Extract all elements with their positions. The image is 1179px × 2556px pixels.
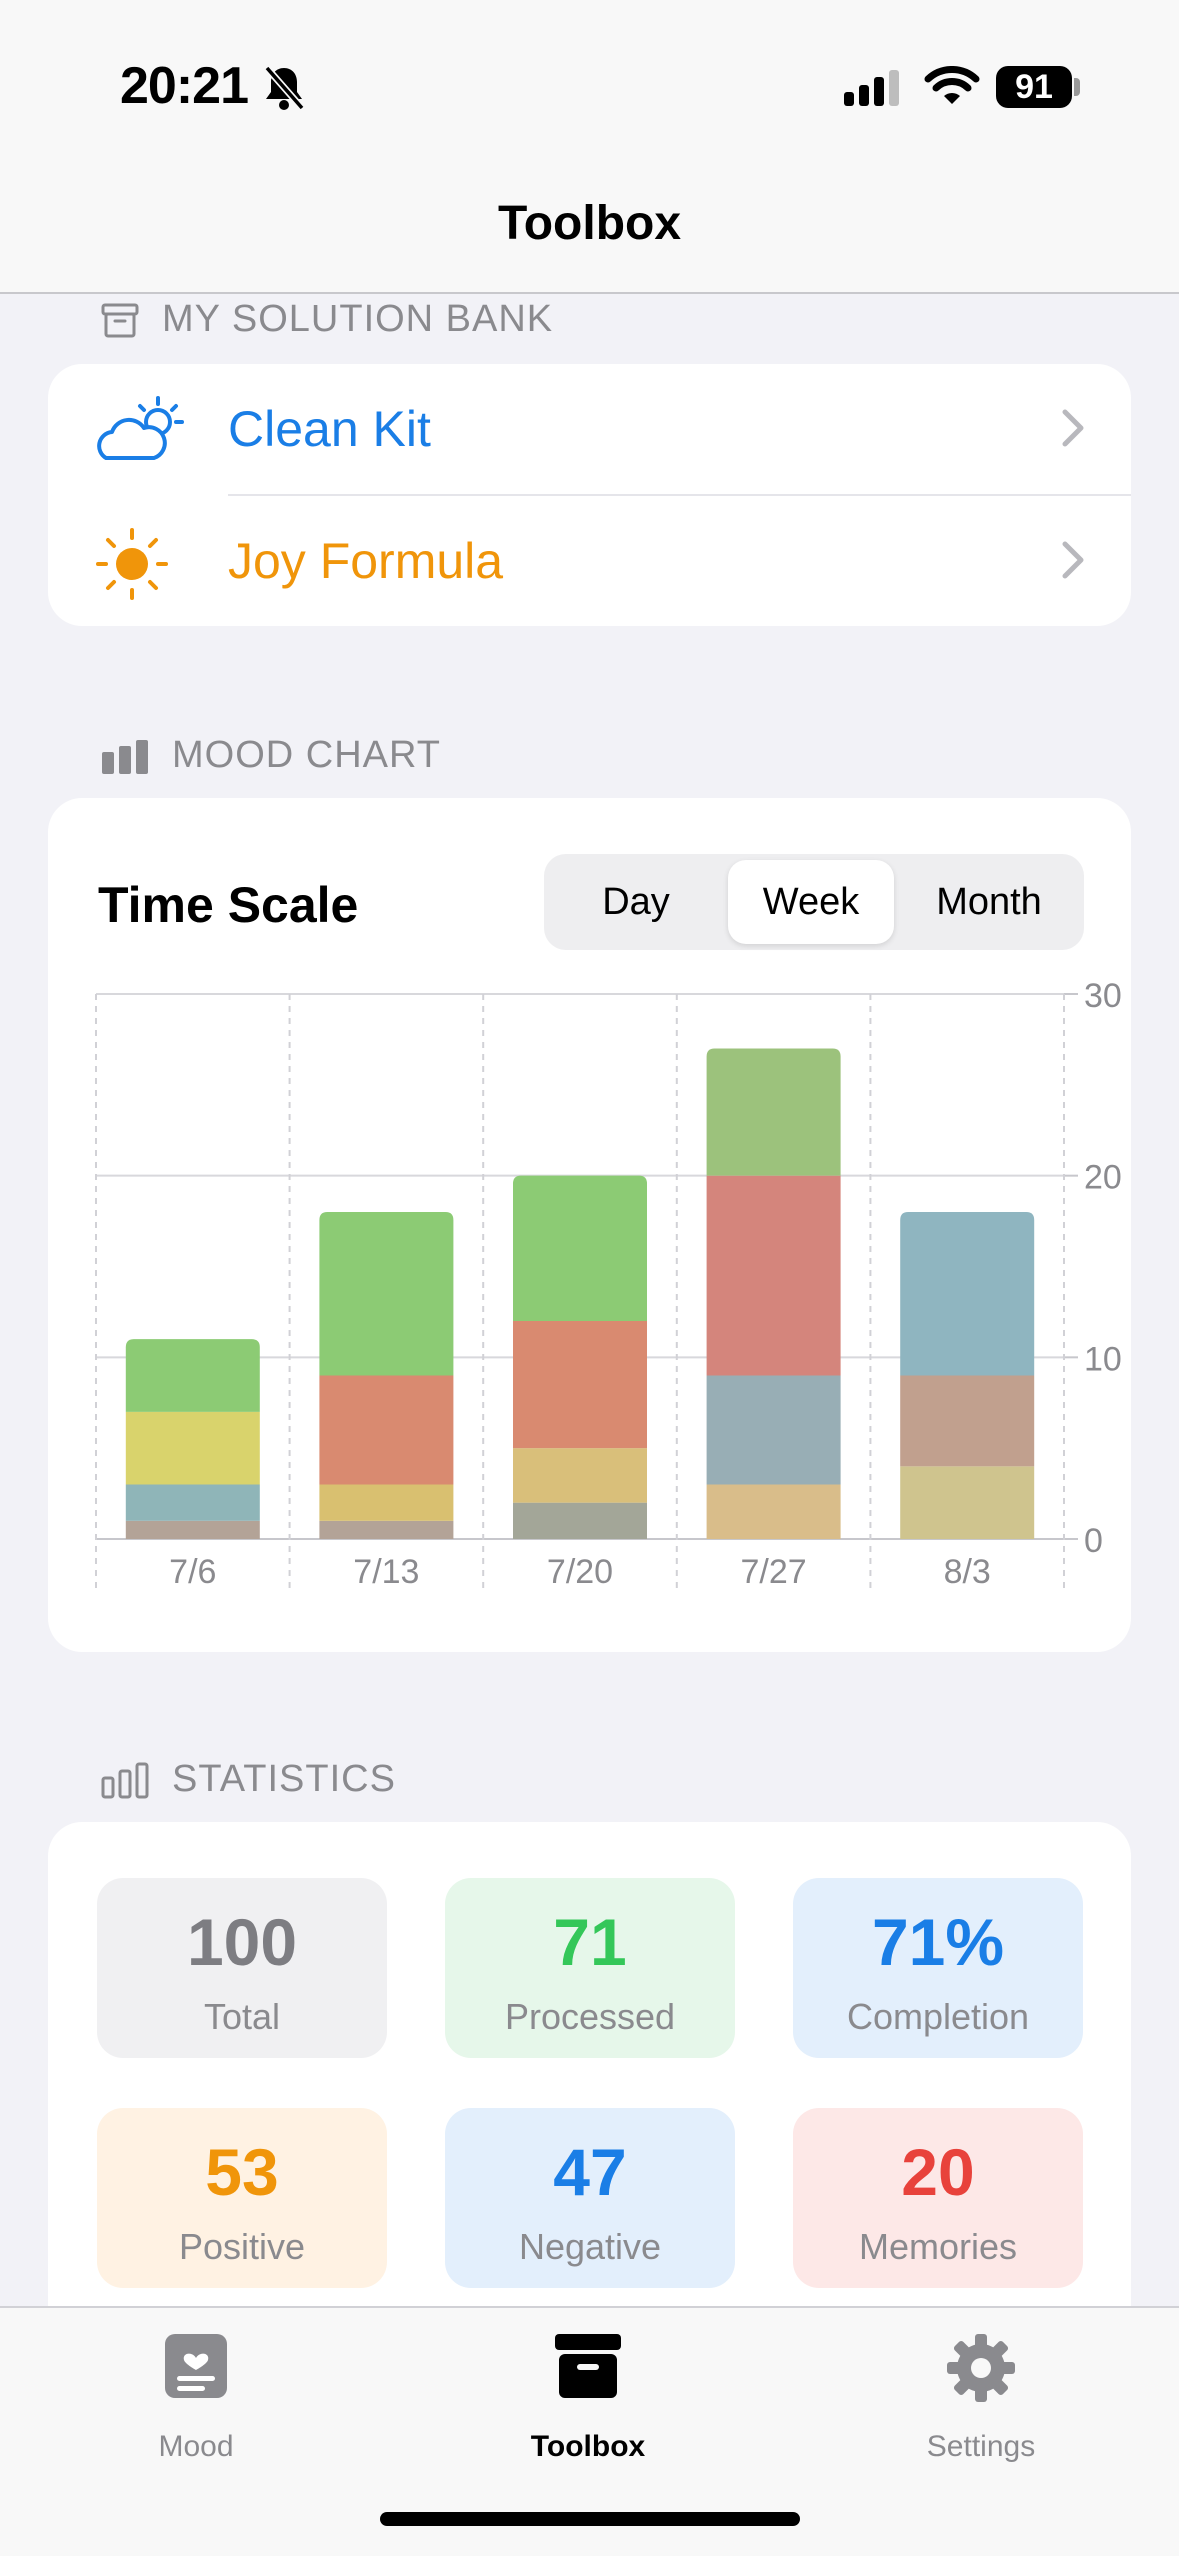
- bar-segment: [513, 1321, 647, 1449]
- battery-indicator: 91: [996, 66, 1072, 108]
- solution-label: Clean Kit: [228, 401, 431, 457]
- bar-segment: [900, 1466, 1035, 1539]
- segment-day[interactable]: Day: [602, 880, 670, 923]
- bar-segment: [319, 1520, 454, 1539]
- navigation-header: 20:21 91 Toolbox: [0, 0, 1179, 294]
- bar-segment: [125, 1411, 260, 1485]
- bar-segment: [319, 1212, 454, 1376]
- bar-segment: [513, 1502, 647, 1539]
- page-title: Toolbox: [497, 197, 682, 250]
- x-tick-label: 7/27: [741, 1553, 807, 1591]
- time-scale-segmented-control: Day Week Month: [544, 854, 1084, 950]
- stat-value: 100: [186, 1905, 298, 1979]
- tab-mood[interactable]: Mood: [46, 2308, 346, 2488]
- stat-value: 71%: [871, 1905, 1005, 1979]
- mood-chart-title: MOOD CHART: [172, 734, 441, 776]
- stat-value: 47: [553, 2135, 627, 2209]
- tab-toolbox[interactable]: Toolbox: [438, 2308, 738, 2488]
- stat-value: 53: [205, 2135, 279, 2209]
- solution-bank-title: MY SOLUTION BANK: [162, 298, 554, 340]
- y-tick-label: 10: [1084, 1340, 1122, 1378]
- tab-label: Settings: [926, 2430, 1036, 2463]
- bar-segment: [900, 1212, 1035, 1376]
- bar-segment: [125, 1339, 260, 1412]
- bar-segment: [706, 1484, 841, 1539]
- statistics-header: STATISTICS: [100, 1758, 396, 1801]
- sun-icon: [96, 528, 168, 600]
- stat-value: 71: [553, 1905, 627, 1979]
- chart-bar-icon: [102, 739, 148, 774]
- stat-tile-positive: 53 Positive: [97, 2108, 387, 2288]
- y-tick-label: 30: [1084, 977, 1122, 1015]
- chart-bar-outline-icon: [101, 1762, 149, 1798]
- battery-cap: [1074, 78, 1080, 96]
- stat-tile-processed: 71 Processed: [445, 1878, 735, 2058]
- mood-journal-icon: [165, 2334, 227, 2398]
- chevron-right-icon: [1062, 541, 1084, 579]
- bar-segment: [706, 1375, 841, 1485]
- x-tick-label: 7/6: [169, 1553, 216, 1591]
- bar-segment: [706, 1048, 841, 1176]
- gear-icon: [947, 2334, 1015, 2402]
- tab-settings[interactable]: Settings: [831, 2308, 1131, 2488]
- stat-label: Memories: [858, 2226, 1018, 2267]
- cloud-sun-icon: [97, 396, 184, 460]
- x-tick-label: 7/13: [353, 1553, 419, 1591]
- mood-chart-card: Time Scale Day Week Month 0 10 20 30 7/6 7/13…: [48, 798, 1131, 1652]
- stat-tile-memories: 20 Memories: [793, 2108, 1083, 2288]
- stacked-bar-chart: 0 10 20 30 7/6 7/13 7/20 7/27 8/3: [95, 977, 1122, 1591]
- y-tick-label: 0: [1084, 1522, 1103, 1560]
- time-scale-label: Time Scale: [98, 877, 359, 933]
- bar-segment: [900, 1375, 1035, 1467]
- solution-bank-header: MY SOLUTION BANK: [100, 298, 553, 341]
- list-divider: [228, 494, 1131, 496]
- wifi-icon: [924, 66, 980, 104]
- stat-tile-total: 100 Total: [97, 1878, 387, 2058]
- stat-label: Completion: [846, 1996, 1030, 2037]
- statistics-title: STATISTICS: [172, 1758, 396, 1800]
- archive-box-icon: [555, 2334, 621, 2398]
- tab-label: Mood: [158, 2430, 234, 2463]
- chevron-right-icon: [1062, 409, 1084, 447]
- cellular-signal-icon: [844, 70, 899, 106]
- bar-segment: [125, 1484, 260, 1521]
- solution-item-clean-kit[interactable]: Clean Kit: [48, 364, 1131, 494]
- solution-label: Joy Formula: [228, 533, 504, 589]
- bar-segment: [706, 1175, 841, 1376]
- tab-label: Toolbox: [530, 2430, 646, 2463]
- solution-bank-card: Clean Kit Joy Formula: [48, 364, 1131, 626]
- segment-week[interactable]: Week: [728, 860, 894, 944]
- bar-segment: [125, 1520, 260, 1539]
- segment-month[interactable]: Month: [936, 880, 1042, 923]
- statistics-card: 100 Total 71 Processed 71% Completion 53…: [48, 1822, 1131, 2342]
- x-tick-label: 8/3: [944, 1553, 991, 1591]
- stat-label: Positive: [178, 2226, 306, 2267]
- bar-segment: [319, 1484, 454, 1521]
- solution-item-joy-formula[interactable]: Joy Formula: [48, 496, 1131, 626]
- x-tick-label: 7/20: [547, 1553, 613, 1591]
- bar-segment: [513, 1175, 647, 1321]
- archive-box-icon: [101, 303, 139, 337]
- stat-label: Negative: [518, 2226, 662, 2267]
- stat-value: 20: [901, 2135, 975, 2209]
- stat-label: Processed: [504, 1996, 676, 2037]
- mood-chart-header: MOOD CHART: [100, 734, 441, 777]
- stat-tile-completion: 71% Completion: [793, 1878, 1083, 2058]
- bar-segment: [319, 1375, 454, 1485]
- bell-slash-icon: [264, 65, 305, 111]
- status-time: 20:21: [120, 57, 249, 115]
- stat-label: Total: [203, 1996, 281, 2037]
- stat-tile-negative: 47 Negative: [445, 2108, 735, 2288]
- home-indicator: [380, 2512, 800, 2526]
- y-tick-label: 20: [1084, 1159, 1122, 1197]
- bar-segment: [513, 1448, 647, 1503]
